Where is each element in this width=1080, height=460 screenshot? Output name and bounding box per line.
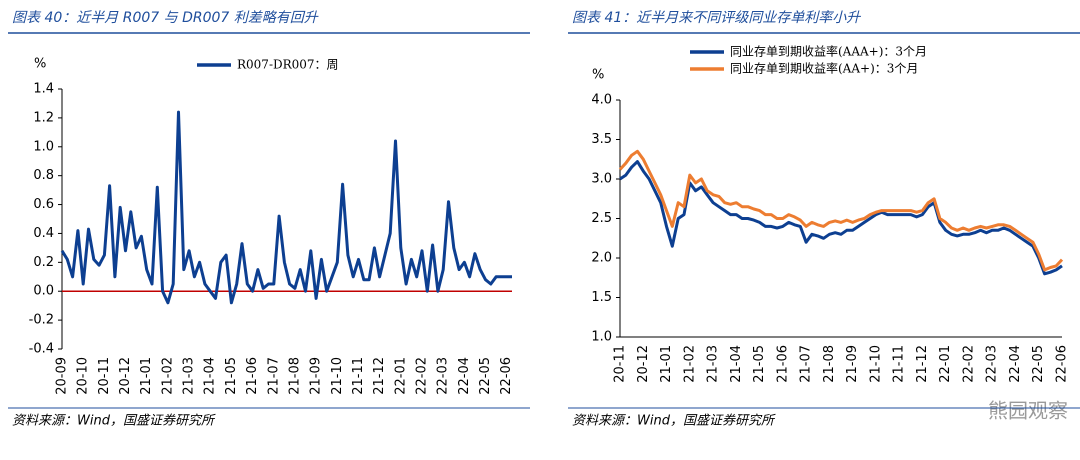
x-tick-label: 21-02 xyxy=(682,345,697,383)
x-tick-label: 22-02 xyxy=(415,357,430,395)
y-tick-label: 2.5 xyxy=(591,211,612,226)
legend-label: 同业存单到期收益率(AA+)：3个月 xyxy=(730,61,918,76)
x-tick-label: 22-04 xyxy=(1008,345,1023,383)
y-tick-label: 1.0 xyxy=(591,330,612,345)
y-axis-label: % xyxy=(34,57,46,72)
x-tick-label: 21-07 xyxy=(266,357,281,395)
y-tick-label: 0.6 xyxy=(33,197,54,212)
y-tick-label: 4.0 xyxy=(591,93,612,108)
x-tick-label: 22-04 xyxy=(457,357,472,395)
x-tick-label: 20-09 xyxy=(55,357,70,395)
x-tick-label: 21-01 xyxy=(139,357,154,395)
y-tick-label: -0.4 xyxy=(29,342,54,357)
y-tick-label: 1.0 xyxy=(33,139,54,154)
x-tick-label: 20-12 xyxy=(118,357,133,395)
x-tick-label: 22-05 xyxy=(1031,345,1046,383)
x-tick-label: 21-02 xyxy=(160,357,175,395)
chart-title: 图表 40：近半月 R007 与 DR007 利差略有回升 xyxy=(12,10,319,26)
watermark: 熊园观察 xyxy=(988,399,1068,423)
source: 资料来源：Wind，国盛证券研究所 xyxy=(12,413,216,429)
x-tick-label: 22-02 xyxy=(961,345,976,383)
x-tick-label: 20-12 xyxy=(636,345,651,383)
x-tick-label: 22-05 xyxy=(478,357,493,395)
x-tick-label: 21-01 xyxy=(659,345,674,383)
x-tick-label: 21-11 xyxy=(351,357,366,395)
x-tick-label: 20-11 xyxy=(613,345,628,383)
x-tick-label: 21-04 xyxy=(203,357,218,395)
x-tick-label: 20-11 xyxy=(97,357,112,395)
series-line xyxy=(60,110,512,305)
x-tick-label: 20-10 xyxy=(76,357,91,395)
y-tick-label: -0.2 xyxy=(29,313,54,328)
legend-label: R007-DR007：周 xyxy=(237,58,339,72)
y-tick-label: 3.5 xyxy=(591,132,612,147)
x-tick-label: 22-06 xyxy=(1055,345,1070,383)
x-tick-label: 21-10 xyxy=(330,357,345,395)
y-tick-label: 0.8 xyxy=(33,168,54,183)
x-tick-label: 22-03 xyxy=(436,357,451,395)
x-tick-label: 21-10 xyxy=(868,345,883,383)
y-tick-label: 0.2 xyxy=(33,255,54,270)
x-tick-label: 21-08 xyxy=(287,357,302,395)
x-tick-label: 21-08 xyxy=(822,345,837,383)
x-tick-label: 21-04 xyxy=(729,345,744,383)
x-tick-label: 21-11 xyxy=(892,345,907,383)
y-tick-label: 0.0 xyxy=(33,284,54,299)
y-tick-label: 1.4 xyxy=(33,82,54,97)
x-tick-label: 22-06 xyxy=(499,357,514,395)
source: 资料来源：Wind，国盛证券研究所 xyxy=(572,413,776,429)
x-tick-label: 22-03 xyxy=(985,345,1000,383)
series-line xyxy=(619,160,1063,276)
x-tick-label: 21-06 xyxy=(245,357,260,395)
x-tick-label: 21-06 xyxy=(775,345,790,383)
x-tick-label: 22-01 xyxy=(938,345,953,383)
y-tick-label: 1.5 xyxy=(591,290,612,305)
legend-label: 同业存单到期收益率(AAA+)：3个月 xyxy=(730,44,927,59)
series-line xyxy=(618,149,1064,272)
x-tick-label: 21-12 xyxy=(915,345,930,383)
y-tick-label: 1.2 xyxy=(33,110,54,125)
x-tick-label: 21-12 xyxy=(372,357,387,395)
y-tick-label: 2.0 xyxy=(591,251,612,266)
y-axis-label: % xyxy=(592,68,604,83)
y-tick-label: 3.0 xyxy=(591,172,612,187)
x-tick-label: 22-01 xyxy=(393,357,408,395)
x-tick-label: 21-05 xyxy=(752,345,767,383)
x-tick-label: 21-03 xyxy=(182,357,197,395)
y-tick-label: 0.4 xyxy=(33,226,54,241)
x-tick-label: 21-03 xyxy=(706,345,721,383)
x-tick-label: 21-09 xyxy=(845,345,860,383)
x-tick-label: 21-07 xyxy=(799,345,814,383)
chart-title: 图表 41：近半月来不同评级同业存单利率小升 xyxy=(572,10,861,26)
x-tick-label: 21-05 xyxy=(224,357,239,395)
x-tick-label: 21-09 xyxy=(309,357,324,395)
